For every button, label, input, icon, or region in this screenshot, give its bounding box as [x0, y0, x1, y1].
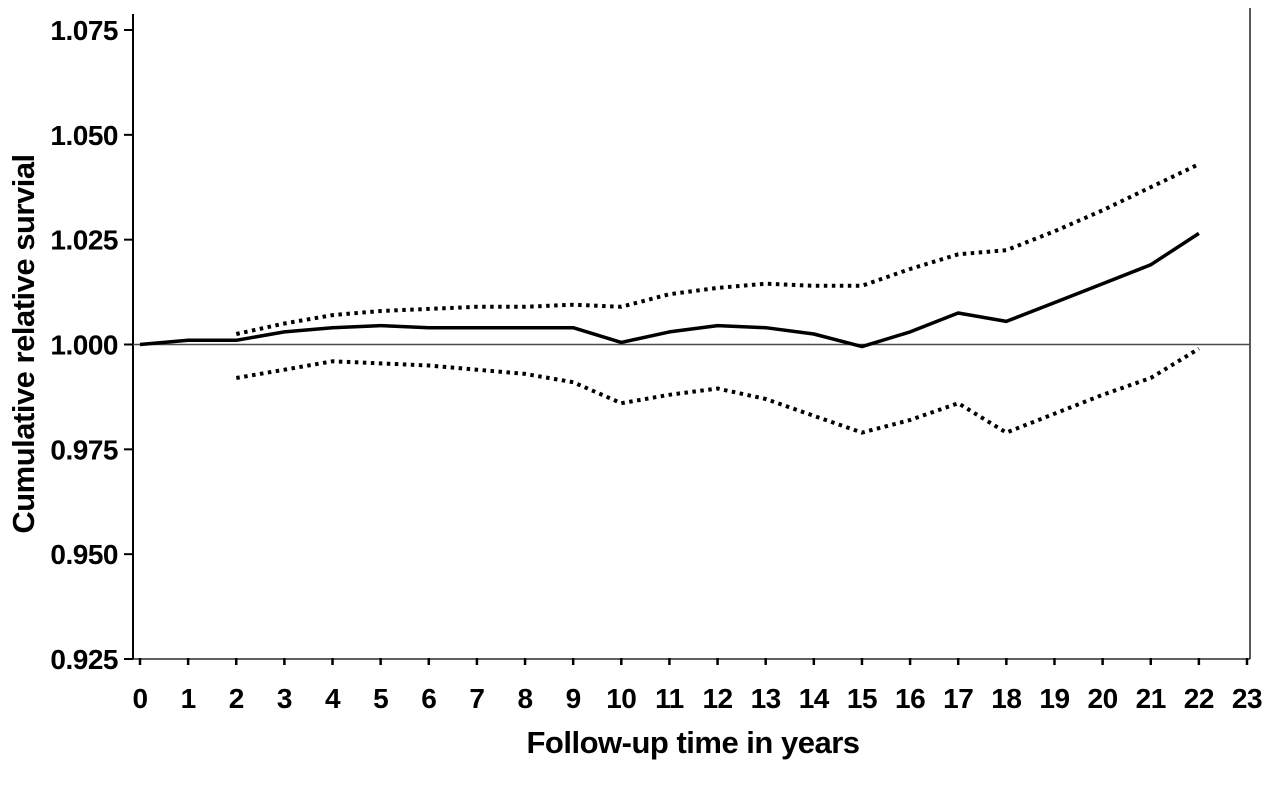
x-tick-label: 9 [566, 683, 581, 714]
y-tick-label: 0.925 [50, 644, 118, 675]
x-tick-label: 10 [606, 683, 636, 714]
x-tick-label: 19 [1039, 683, 1069, 714]
series-estimate-line [139, 231, 1200, 349]
y-tick-label: 0.950 [50, 539, 118, 570]
x-tick-label: 5 [373, 683, 388, 714]
x-tick-label: 17 [943, 683, 973, 714]
y-tick-label: 1.075 [50, 15, 118, 46]
x-tick-label: 16 [895, 683, 925, 714]
series-layer [139, 162, 1200, 435]
x-tick-label: 0 [132, 683, 147, 714]
x-tick-label: 12 [702, 683, 732, 714]
series-upper-ci-line [235, 162, 1200, 336]
x-tick-label: 6 [421, 683, 436, 714]
x-tick-label: 13 [751, 683, 781, 714]
x-tick-label: 22 [1184, 683, 1214, 714]
y-tick-label: 1.050 [50, 120, 118, 151]
x-tick-label: 20 [1088, 683, 1118, 714]
x-axis-title: Follow-up time in years [527, 725, 860, 760]
y-tick-label: 1.000 [50, 330, 118, 361]
x-tick-label: 23 [1232, 683, 1262, 714]
x-tick-label: 7 [469, 683, 484, 714]
x-tick-label: 8 [518, 683, 533, 714]
series-lower-ci-line [235, 346, 1200, 435]
axes-layer [132, 8, 1251, 660]
x-tick-label: 15 [847, 683, 877, 714]
x-tick-label: 2 [229, 683, 244, 714]
x-tick-label: 11 [655, 683, 684, 714]
x-tick-label: 21 [1136, 683, 1166, 714]
x-tick-label: 1 [181, 683, 196, 714]
x-tick-label: 14 [799, 683, 830, 714]
x-tick-label: 4 [325, 683, 341, 714]
y-axis-title: Cumulative relative survial [6, 154, 41, 533]
x-tick-label: 3 [277, 683, 292, 714]
y-tick-label: 0.975 [50, 434, 118, 465]
x-tick-label: 18 [991, 683, 1021, 714]
y-tick-label: 1.025 [50, 225, 118, 256]
